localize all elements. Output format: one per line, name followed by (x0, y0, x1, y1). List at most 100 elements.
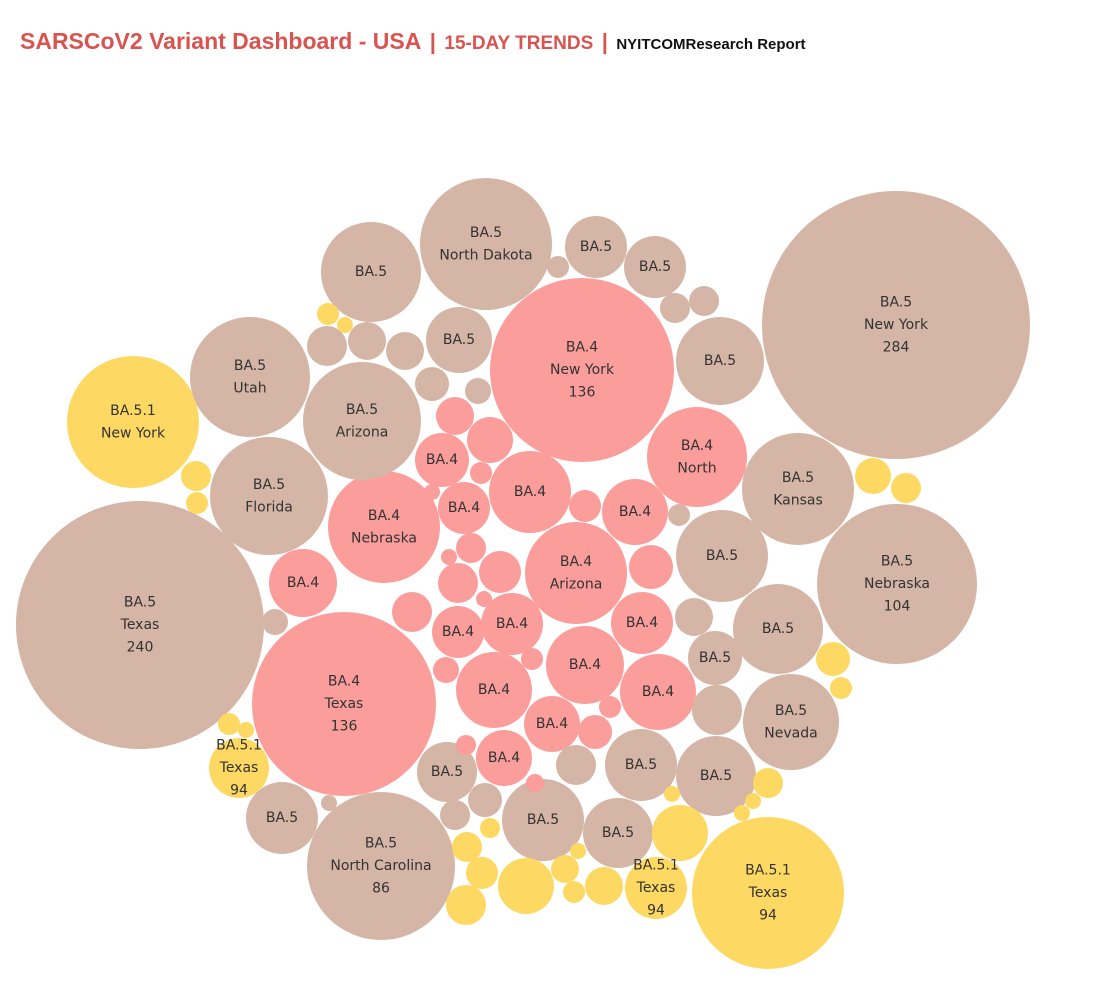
bubble-ba-4[interactable] (456, 533, 486, 563)
bubble-ba-5[interactable] (440, 800, 470, 830)
bubble-ba-5[interactable] (742, 433, 854, 545)
bubble-ba-4[interactable] (438, 482, 490, 534)
bubble-ba-5[interactable] (676, 317, 764, 405)
bubble-ba-5-1[interactable] (625, 857, 687, 919)
bubble-ba-4[interactable] (525, 522, 627, 624)
bubble-ba-4[interactable] (328, 471, 440, 583)
bubble-ba-5-1[interactable] (218, 713, 240, 735)
bubble-ba-4[interactable] (611, 592, 673, 654)
bubble-ba-5[interactable] (417, 742, 477, 802)
bubble-ba-5[interactable] (668, 504, 690, 526)
bubble-ba-5-1[interactable] (570, 843, 586, 859)
bubble-ba-4[interactable] (481, 593, 543, 655)
bubble-ba-5[interactable] (583, 798, 653, 868)
bubble-ba-5[interactable] (688, 631, 742, 685)
bubble-ba-4[interactable] (479, 551, 521, 593)
bubble-ba-4[interactable] (269, 549, 337, 617)
bubble-ba-4[interactable] (433, 657, 459, 683)
bubble-ba-5-1[interactable] (466, 857, 498, 889)
bubble-ba-4[interactable] (489, 451, 571, 533)
bubble-ba-4[interactable] (521, 648, 543, 670)
bubble-ba-4[interactable] (647, 407, 747, 507)
bubble-ba-4[interactable] (620, 654, 696, 730)
bubble-ba-5[interactable] (817, 504, 977, 664)
bubble-ba-4[interactable] (470, 462, 492, 484)
bubble-ba-5-1[interactable] (551, 855, 579, 883)
bubble-ba-4[interactable] (476, 730, 532, 786)
bubble-ba-5[interactable] (348, 322, 386, 360)
bubble-ba-5-1[interactable] (563, 881, 585, 903)
bubble-ba-5-1[interactable] (753, 768, 783, 798)
bubble-ba-5-1[interactable] (446, 885, 486, 925)
bubble-ba-4[interactable] (578, 715, 612, 749)
bubble-ba-4[interactable] (392, 592, 432, 632)
bubble-ba-5-1[interactable] (664, 786, 680, 802)
bubble-ba-5[interactable] (321, 222, 421, 322)
bubble-ba-5[interactable] (675, 598, 713, 636)
bubble-ba-5[interactable] (692, 685, 742, 735)
bubble-ba-5[interactable] (420, 178, 552, 310)
bubble-ba-5[interactable] (624, 236, 686, 298)
bubble-ba-5-1[interactable] (480, 818, 500, 838)
bubble-ba-4[interactable] (456, 652, 532, 728)
bubble-ba-5[interactable] (468, 783, 502, 817)
bubble-ba-4[interactable] (599, 696, 621, 718)
bubble-ba-4[interactable] (546, 626, 624, 704)
bubble-ba-5[interactable] (210, 437, 328, 555)
bubble-ba-5[interactable] (321, 795, 337, 811)
bubble-ba-5[interactable] (307, 792, 455, 940)
bubble-ba-5[interactable] (689, 286, 719, 316)
bubble-ba-5[interactable] (303, 362, 421, 480)
bubble-ba-4[interactable] (476, 591, 492, 607)
bubble-ba-5[interactable] (676, 736, 756, 816)
bubble-ba-4[interactable] (602, 479, 668, 545)
bubble-ba-5-1[interactable] (585, 867, 623, 905)
bubble-ba-5[interactable] (246, 782, 318, 854)
bubble-ba-5[interactable] (556, 745, 596, 785)
bubble-ba-4[interactable] (456, 735, 476, 755)
bubble-ba-5-1[interactable] (745, 793, 761, 809)
bubble-ba-5[interactable] (426, 307, 492, 373)
bubble-ba-5-1[interactable] (652, 805, 708, 861)
bubble-ba-5[interactable] (307, 326, 347, 366)
bubble-ba-5-1[interactable] (692, 817, 844, 969)
bubble-ba-4[interactable] (629, 545, 673, 589)
bubble-ba-5-1[interactable] (186, 492, 208, 514)
bubble-ba-4[interactable] (490, 278, 674, 462)
bubble-ba-5[interactable] (262, 609, 288, 635)
bubble-ba-5[interactable] (190, 317, 310, 437)
bubble-ba-5-1[interactable] (209, 738, 269, 798)
bubble-ba-5-1[interactable] (317, 303, 339, 325)
bubble-ba-5[interactable] (502, 779, 584, 861)
bubble-ba-5-1[interactable] (498, 858, 554, 914)
bubble-ba-5-1[interactable] (337, 317, 353, 333)
bubble-ba-5-1[interactable] (830, 677, 852, 699)
bubble-ba-4[interactable] (252, 612, 436, 796)
bubble-ba-5-1[interactable] (734, 805, 750, 821)
bubble-ba-5[interactable] (660, 293, 690, 323)
bubble-ba-5[interactable] (415, 367, 449, 401)
bubble-ba-4[interactable] (467, 417, 513, 463)
bubble-ba-5[interactable] (762, 191, 1030, 459)
bubble-ba-5[interactable] (565, 216, 627, 278)
bubble-ba-4[interactable] (569, 490, 601, 522)
bubble-ba-4[interactable] (415, 433, 469, 487)
bubble-ba-5[interactable] (465, 378, 491, 404)
bubble-ba-5-1[interactable] (238, 722, 254, 738)
bubble-ba-4[interactable] (441, 549, 457, 565)
bubble-ba-5-1[interactable] (816, 642, 850, 676)
bubble-ba-5-1[interactable] (452, 832, 482, 862)
bubble-ba-5[interactable] (676, 510, 768, 602)
bubble-ba-4[interactable] (438, 563, 478, 603)
bubble-ba-4[interactable] (524, 696, 580, 752)
bubble-ba-4[interactable] (432, 606, 484, 658)
bubble-ba-5[interactable] (16, 501, 264, 749)
bubble-ba-5[interactable] (547, 256, 569, 278)
bubble-ba-5-1[interactable] (855, 458, 891, 494)
bubble-ba-5-1[interactable] (67, 356, 199, 488)
bubble-ba-5[interactable] (605, 729, 677, 801)
bubble-ba-4[interactable] (424, 484, 440, 500)
bubble-ba-5[interactable] (743, 674, 839, 770)
bubble-ba-5-1[interactable] (891, 473, 921, 503)
bubble-ba-5-1[interactable] (181, 461, 211, 491)
